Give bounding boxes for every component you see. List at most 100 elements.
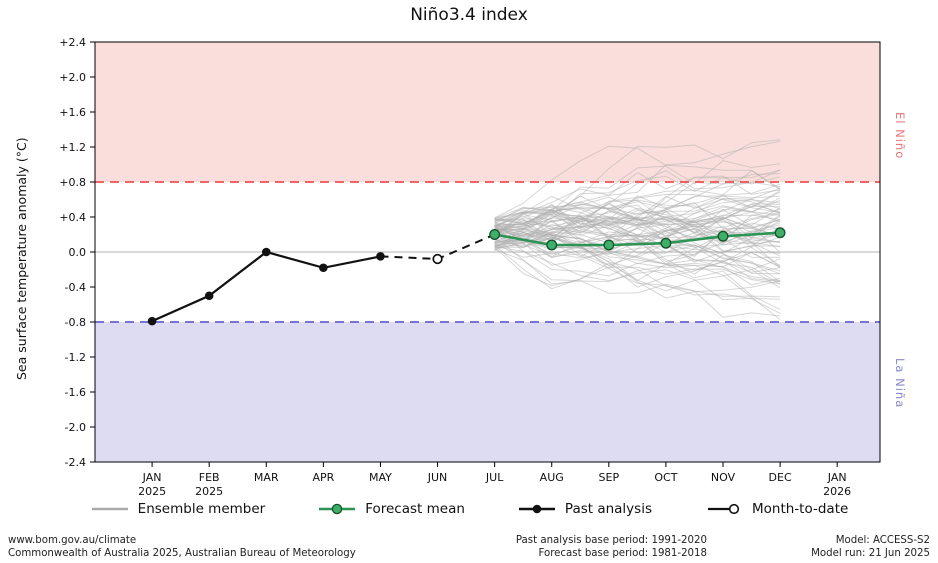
chart-plot-area: +2.4 +2.0 +1.6 +1.2 +0.8 +0.4 0.0 -0.4 -0.8 -1.2 -… bbox=[59, 36, 881, 498]
past-analysis-swatch-icon bbox=[518, 504, 555, 514]
el-nino-region bbox=[95, 42, 880, 182]
ensemble-member-line bbox=[494, 203, 781, 228]
ensemble-member-line bbox=[494, 196, 781, 268]
ensemble-member-line bbox=[494, 169, 781, 221]
ensemble-member-line bbox=[494, 236, 781, 271]
x-tick-label: OCT bbox=[654, 471, 677, 484]
x-tick-label: MAR bbox=[254, 471, 279, 484]
footer-copyright: Commonwealth of Australia 2025, Australi… bbox=[8, 548, 356, 560]
ensemble-member-line bbox=[494, 197, 781, 253]
ensemble-member-line bbox=[494, 248, 781, 318]
ensemble-member-line bbox=[494, 209, 781, 253]
legend-item-month-to-date: Month-to-date bbox=[704, 501, 848, 517]
forecast-mean-point bbox=[603, 239, 615, 251]
ensemble-member-line bbox=[494, 199, 781, 241]
month-to-date-point bbox=[432, 253, 443, 265]
x-tick-label: JAN bbox=[142, 471, 162, 484]
y-tick-label: -2.4 bbox=[65, 456, 86, 469]
ensemble-member-line bbox=[494, 171, 781, 228]
footer-model-name: Model: ACCESS-S2 bbox=[835, 535, 930, 546]
ensemble-member-line bbox=[494, 233, 781, 311]
footer-source: www.bom.gov.au/climate Commonwealth of A… bbox=[8, 534, 356, 561]
ensemble-member-line bbox=[494, 239, 781, 282]
past-analysis-point bbox=[376, 252, 385, 261]
legend-label-past: Past analysis bbox=[564, 501, 652, 517]
ensemble-member-line bbox=[494, 236, 781, 286]
ensemble-member-line bbox=[494, 145, 781, 219]
ensemble-member-line bbox=[494, 225, 781, 249]
legend-item-ensemble: Ensemble member bbox=[90, 501, 266, 517]
x-tick-year-label: 2025 bbox=[195, 485, 223, 498]
past-analysis-point bbox=[147, 316, 157, 326]
x-tick-label: JUL bbox=[485, 471, 504, 484]
x-tick-label: SEP bbox=[599, 471, 620, 484]
footer-past-base-period: Past analysis base period: 1991-2020 bbox=[515, 535, 707, 546]
ensemble-member-swatch-icon bbox=[91, 507, 128, 511]
y-tick-label: +2.4 bbox=[59, 36, 86, 49]
ensemble-member-line bbox=[494, 140, 781, 221]
footer-model-run: Model run: 21 Jun 2025 bbox=[811, 548, 930, 560]
x-tick-label: JUN bbox=[427, 471, 448, 484]
ensemble-member-line bbox=[494, 225, 781, 320]
y-tick-label: +2.0 bbox=[59, 71, 86, 84]
y-tick-label: +1.6 bbox=[59, 106, 86, 119]
ensemble-member-line bbox=[494, 173, 781, 243]
el-nino-region-label: El Niño bbox=[893, 112, 907, 160]
footer-forecast-base-period: Forecast base period: 1981-2018 bbox=[538, 548, 707, 560]
forecast-mean-point bbox=[774, 227, 786, 239]
footer-source-url: www.bom.gov.au/climate bbox=[8, 535, 137, 546]
chart-title: Niño3.4 index bbox=[410, 5, 528, 25]
x-tick-label: NOV bbox=[711, 471, 736, 484]
y-tick-label: -1.2 bbox=[65, 351, 86, 364]
forecast-mean-swatch-icon bbox=[319, 503, 356, 515]
footer-model-info: Model: ACCESS-S2 Model run: 21 Jun 2025 bbox=[811, 534, 930, 561]
ensemble-member-line bbox=[494, 203, 781, 245]
past-analysis-point bbox=[261, 247, 271, 257]
forecast-mean-line bbox=[494, 231, 781, 247]
ensemble-member-line bbox=[494, 225, 781, 299]
legend-item-past: Past analysis bbox=[517, 501, 652, 517]
y-tick-label: +0.8 bbox=[59, 176, 86, 189]
ensemble-member-line bbox=[494, 218, 781, 258]
ensemble-member-line bbox=[494, 244, 781, 292]
forecast-mean-point bbox=[717, 230, 729, 242]
ensemble-member-line bbox=[494, 160, 781, 227]
y-tick-label: -0.8 bbox=[65, 316, 86, 329]
legend-label-forecast: Forecast mean bbox=[365, 501, 465, 517]
legend-label-month-to-date: Month-to-date bbox=[752, 501, 849, 517]
y-tick-label: +1.2 bbox=[59, 141, 86, 154]
y-tick-label: 0.0 bbox=[69, 246, 87, 259]
ensemble-member-line bbox=[494, 246, 781, 301]
ensemble-member-line bbox=[494, 215, 781, 244]
la-nina-region-label: La Niña bbox=[893, 358, 907, 409]
ensemble-member-line bbox=[494, 210, 781, 275]
ensemble-member-line bbox=[494, 206, 781, 234]
x-tick-year-label: 2026 bbox=[823, 485, 851, 498]
month-to-date-swatch-icon bbox=[708, 503, 740, 515]
x-tick-label: JAN bbox=[827, 471, 847, 484]
ensemble-member-line bbox=[494, 210, 781, 242]
past-analysis-point bbox=[204, 291, 214, 301]
past-analysis-line bbox=[151, 250, 381, 323]
la-nina-region bbox=[95, 322, 880, 462]
ensemble-member-line bbox=[494, 195, 781, 239]
x-tick-label: MAY bbox=[369, 471, 392, 484]
y-tick-label: -2.0 bbox=[65, 421, 86, 434]
ensemble-member-line bbox=[494, 221, 781, 268]
forecast-mean-point bbox=[546, 239, 558, 251]
forecast-mean-point bbox=[660, 237, 672, 249]
y-tick-label: -0.4 bbox=[65, 281, 86, 294]
x-tick-label: APR bbox=[312, 471, 334, 484]
ensemble-member-line bbox=[494, 228, 781, 314]
x-tick-label: AUG bbox=[540, 471, 564, 484]
legend-item-forecast: Forecast mean bbox=[317, 501, 465, 517]
y-tick-label: -1.6 bbox=[65, 386, 86, 399]
y-tick-label: +0.4 bbox=[59, 211, 86, 224]
x-tick-year-label: 2025 bbox=[138, 485, 166, 498]
ensemble-member-line bbox=[494, 193, 781, 238]
footer-base-periods: Past analysis base period: 1991-2020 For… bbox=[516, 534, 707, 561]
legend-label-ensemble: Ensemble member bbox=[137, 501, 266, 517]
x-tick-label: FEB bbox=[199, 471, 220, 484]
x-tick-label: DEC bbox=[769, 471, 792, 484]
